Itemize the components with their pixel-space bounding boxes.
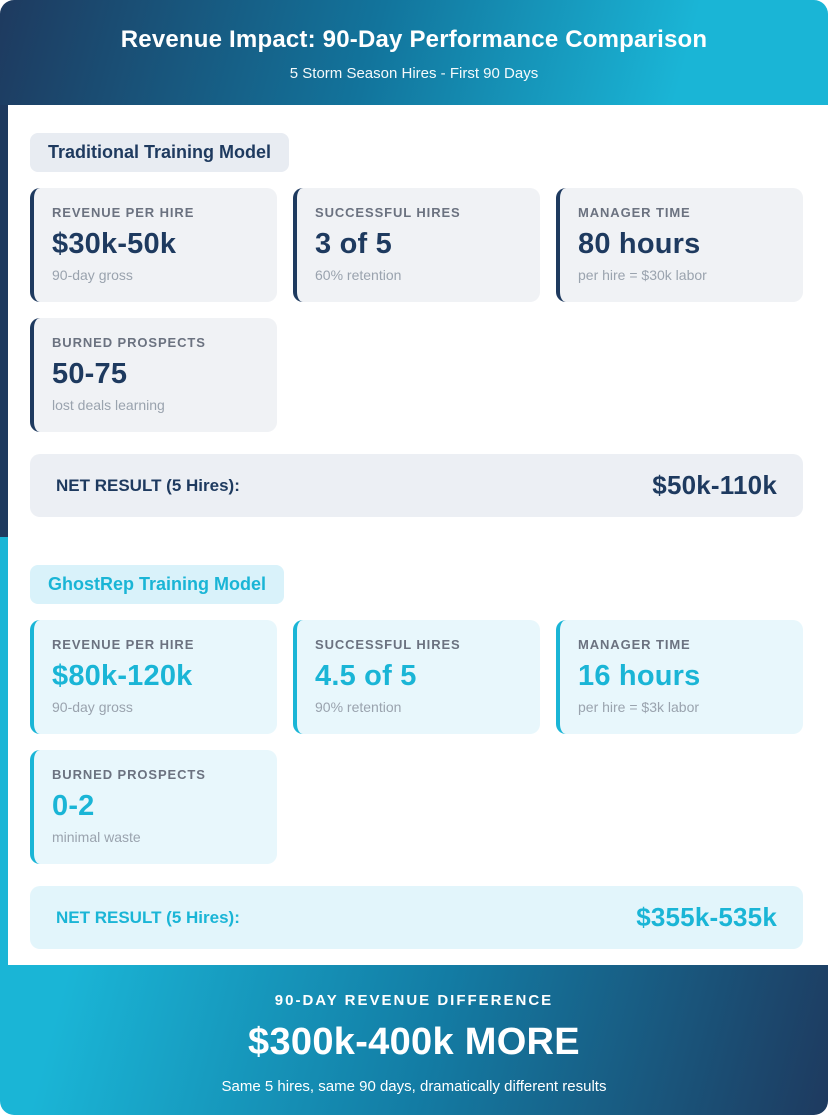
card-subtext: 60% retention: [315, 267, 402, 283]
card-manager-time-traditional: MANAGER TIME 80 hours per hire = $30k la…: [556, 188, 803, 302]
card-value: 80 hours: [578, 228, 701, 260]
net-result-label: NET RESULT (5 Hires):: [56, 475, 240, 495]
card-value: 4.5 of 5: [315, 660, 417, 692]
net-result-bar-ghostrep: NET RESULT (5 Hires): $355k-535k: [30, 886, 803, 949]
card-subtext: minimal waste: [52, 829, 141, 845]
stat-cards-ghostrep: REVENUE PER HIRE $80k-120k 90-day gross …: [30, 620, 803, 864]
card-label: MANAGER TIME: [578, 637, 691, 652]
card-label: REVENUE PER HIRE: [52, 637, 195, 652]
header-banner: Revenue Impact: 90-Day Performance Compa…: [0, 0, 828, 105]
card-value: 3 of 5: [315, 228, 392, 260]
card-revenue-per-hire-traditional: REVENUE PER HIRE $30k-50k 90-day gross: [30, 188, 277, 302]
card-value: 16 hours: [578, 660, 701, 692]
card-subtext: 90% retention: [315, 699, 402, 715]
stat-cards-traditional: REVENUE PER HIRE $30k-50k 90-day gross S…: [30, 188, 803, 432]
card-manager-time-ghostrep: MANAGER TIME 16 hours per hire = $3k lab…: [556, 620, 803, 734]
card-label: BURNED PROSPECTS: [52, 767, 206, 782]
card-subtext: 90-day gross: [52, 267, 133, 283]
section-label-traditional: Traditional Training Model: [30, 133, 290, 172]
footer-label: 90-DAY REVENUE DIFFERENCE: [274, 992, 554, 1009]
card-subtext: per hire = $3k labor: [578, 699, 700, 715]
footer-subtext: Same 5 hires, same 90 days, dramatically…: [221, 1078, 607, 1095]
card-value: $30k-50k: [52, 228, 177, 260]
card-subtext: per hire = $30k labor: [578, 267, 707, 283]
card-subtext: lost deals learning: [52, 397, 165, 413]
card-label: MANAGER TIME: [578, 205, 691, 220]
card-subtext: 90-day gross: [52, 699, 133, 715]
card-value: 0-2: [52, 790, 95, 822]
card-burned-prospects-traditional: BURNED PROSPECTS 50-75 lost deals learni…: [30, 318, 277, 432]
page-subtitle: 5 Storm Season Hires - First 90 Days: [289, 65, 539, 82]
footer-banner: 90-DAY REVENUE DIFFERENCE $300k-400k MOR…: [0, 965, 828, 1115]
section-traditional: Traditional Training Model REVENUE PER H…: [0, 105, 828, 537]
card-value: $80k-120k: [52, 660, 193, 692]
card-label: BURNED PROSPECTS: [52, 335, 206, 350]
card-value: 50-75: [52, 358, 128, 390]
net-result-bar-traditional: NET RESULT (5 Hires): $50k-110k: [30, 454, 803, 517]
section-ghostrep: GhostRep Training Model REVENUE PER HIRE…: [0, 537, 828, 965]
footer-value: $300k-400k MORE: [248, 1021, 580, 1063]
card-revenue-per-hire-ghostrep: REVENUE PER HIRE $80k-120k 90-day gross: [30, 620, 277, 734]
card-label: SUCCESSFUL HIRES: [315, 637, 461, 652]
card-burned-prospects-ghostrep: BURNED PROSPECTS 0-2 minimal waste: [30, 750, 277, 864]
card-label: SUCCESSFUL HIRES: [315, 205, 461, 220]
card-successful-hires-ghostrep: SUCCESSFUL HIRES 4.5 of 5 90% retention: [293, 620, 540, 734]
card-label: REVENUE PER HIRE: [52, 205, 195, 220]
net-result-value: $355k-535k: [636, 902, 777, 932]
net-result-label: NET RESULT (5 Hires):: [56, 907, 240, 927]
section-label-ghostrep: GhostRep Training Model: [30, 565, 285, 604]
page-title: Revenue Impact: 90-Day Performance Compa…: [120, 26, 708, 53]
card-successful-hires-traditional: SUCCESSFUL HIRES 3 of 5 60% retention: [293, 188, 540, 302]
net-result-value: $50k-110k: [652, 470, 777, 500]
